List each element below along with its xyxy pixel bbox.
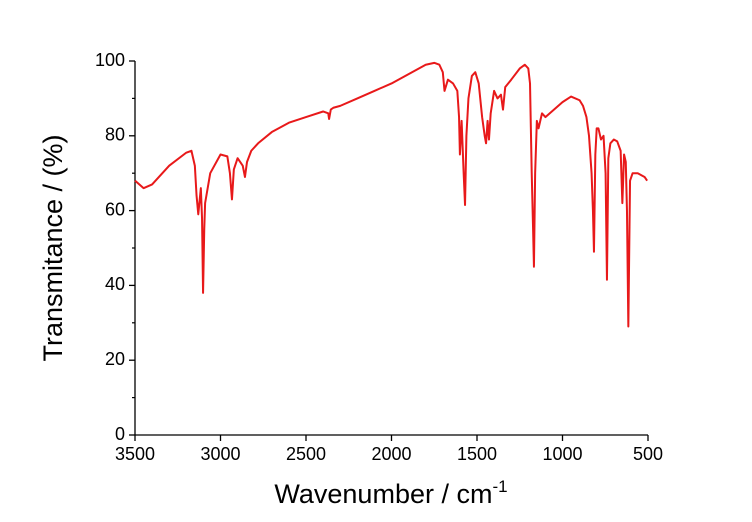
x-axis-title: Wavenumber / cm-1 <box>274 477 507 509</box>
x-tick-label: 3500 <box>115 444 155 464</box>
y-axis-title: Transmitance / (%) <box>38 134 68 361</box>
y-tick-label: 60 <box>105 199 125 219</box>
x-tick-label: 1500 <box>457 444 497 464</box>
x-tick-label: 2000 <box>371 444 411 464</box>
x-tick-label: 500 <box>633 444 663 464</box>
y-tick-label: 100 <box>95 50 125 70</box>
x-axis-title-superscript: -1 <box>492 477 507 496</box>
x-tick-label: 3000 <box>200 444 240 464</box>
y-tick-label: 80 <box>105 125 125 145</box>
spectrum-line <box>134 61 648 328</box>
y-tick-label: 20 <box>105 349 125 369</box>
x-tick-label: 1000 <box>542 444 582 464</box>
y-tick-label: 0 <box>115 424 125 444</box>
y-tick-label: 40 <box>105 274 125 294</box>
x-axis-title-main: Wavenumber / cm <box>274 479 492 509</box>
x-tick-label: 2500 <box>286 444 326 464</box>
